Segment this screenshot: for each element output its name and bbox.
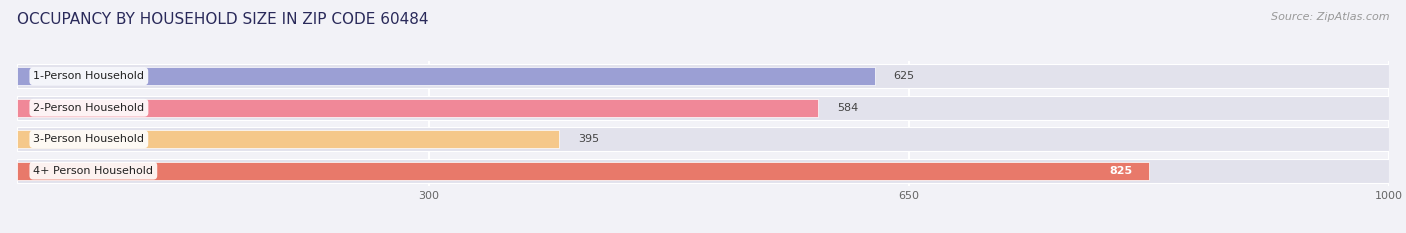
Bar	[17, 67, 875, 86]
Text: 584: 584	[838, 103, 859, 113]
Text: 825: 825	[1109, 166, 1132, 176]
Bar	[17, 64, 1389, 88]
Bar	[17, 161, 1149, 180]
Text: 1-Person Household: 1-Person Household	[34, 71, 145, 81]
Text: OCCUPANCY BY HOUSEHOLD SIZE IN ZIP CODE 60484: OCCUPANCY BY HOUSEHOLD SIZE IN ZIP CODE …	[17, 12, 429, 27]
Bar	[17, 130, 560, 148]
Bar	[17, 96, 1389, 120]
Text: Source: ZipAtlas.com: Source: ZipAtlas.com	[1271, 12, 1389, 22]
Bar	[17, 127, 1389, 151]
Text: 625: 625	[894, 71, 915, 81]
Text: 395: 395	[578, 134, 599, 144]
Text: 3-Person Household: 3-Person Household	[34, 134, 145, 144]
Bar	[17, 159, 1389, 183]
Text: 4+ Person Household: 4+ Person Household	[34, 166, 153, 176]
Bar	[17, 99, 818, 117]
Text: 2-Person Household: 2-Person Household	[34, 103, 145, 113]
